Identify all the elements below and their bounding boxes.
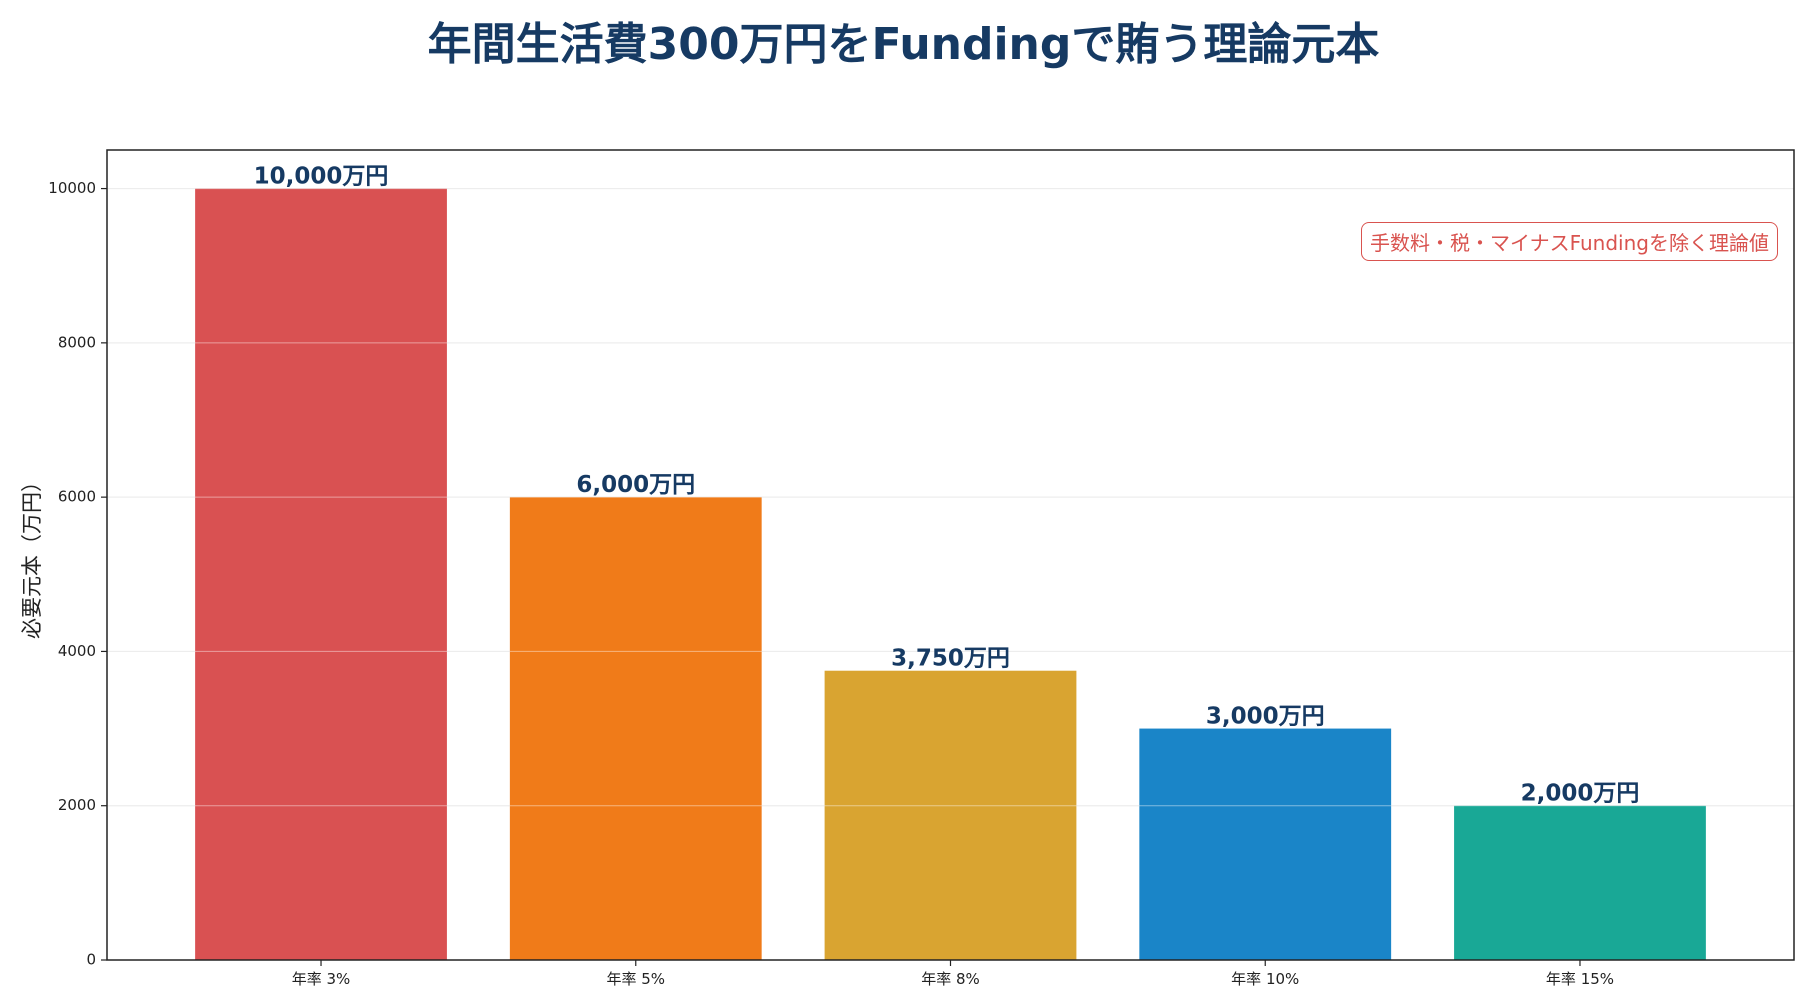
data-label: 10,000万円 xyxy=(254,164,389,190)
y-tick-label: 2000 xyxy=(58,796,96,814)
y-tick-label: 4000 xyxy=(58,642,96,660)
data-label: 6,000万円 xyxy=(576,472,695,498)
data-labels: 10,000万円 6,000万円 3,750万円 3,000万円 2,000万円 xyxy=(254,164,1640,807)
x-tick-label: 年率 10% xyxy=(1231,970,1299,988)
data-label: 3,750万円 xyxy=(891,646,1010,672)
x-axis-ticks: 年率 3% 年率 5% 年率 8% 年率 10% 年率 15% xyxy=(292,960,1614,988)
y-tick-label: 8000 xyxy=(58,333,96,351)
x-tick-label: 年率 8% xyxy=(921,970,980,988)
y-tick-label: 10000 xyxy=(48,179,96,197)
bar xyxy=(1454,805,1706,960)
x-tick-label: 年率 3% xyxy=(292,970,351,988)
x-tick-label: 年率 15% xyxy=(1546,970,1614,988)
data-label: 2,000万円 xyxy=(1521,781,1640,807)
bar xyxy=(195,188,447,961)
y-axis-ticks: 0 2000 4000 6000 8000 10000 xyxy=(48,179,107,969)
annotation-note: 手数料・税・マイナスFundingを除く理論値 xyxy=(1361,222,1778,261)
y-axis-label: 必要元本（万円） xyxy=(20,471,44,639)
chart-title: 年間生活費300万円をFundingで賄う理論元本 xyxy=(427,19,1380,70)
x-tick-label: 年率 5% xyxy=(606,970,665,988)
plot-frame xyxy=(106,149,1795,961)
y-tick-label: 6000 xyxy=(58,488,96,506)
bars xyxy=(107,188,1794,961)
bar xyxy=(824,670,1077,960)
bar xyxy=(509,497,762,960)
y-tick-label: 0 xyxy=(86,951,96,969)
bar xyxy=(1139,728,1392,960)
data-label: 3,000万円 xyxy=(1206,704,1325,730)
